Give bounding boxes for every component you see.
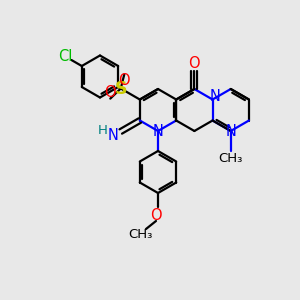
Text: N: N <box>225 124 236 139</box>
Text: O: O <box>150 208 162 223</box>
Text: O: O <box>189 56 200 70</box>
Text: Cl: Cl <box>58 49 73 64</box>
Text: H: H <box>98 124 108 137</box>
Text: O: O <box>104 85 116 100</box>
Text: N: N <box>153 124 164 139</box>
Text: O: O <box>118 73 130 88</box>
Text: CH₃: CH₃ <box>219 152 243 166</box>
Text: N: N <box>107 128 118 143</box>
Text: N: N <box>210 89 221 104</box>
Text: S: S <box>115 80 127 98</box>
Text: CH₃: CH₃ <box>128 227 152 241</box>
